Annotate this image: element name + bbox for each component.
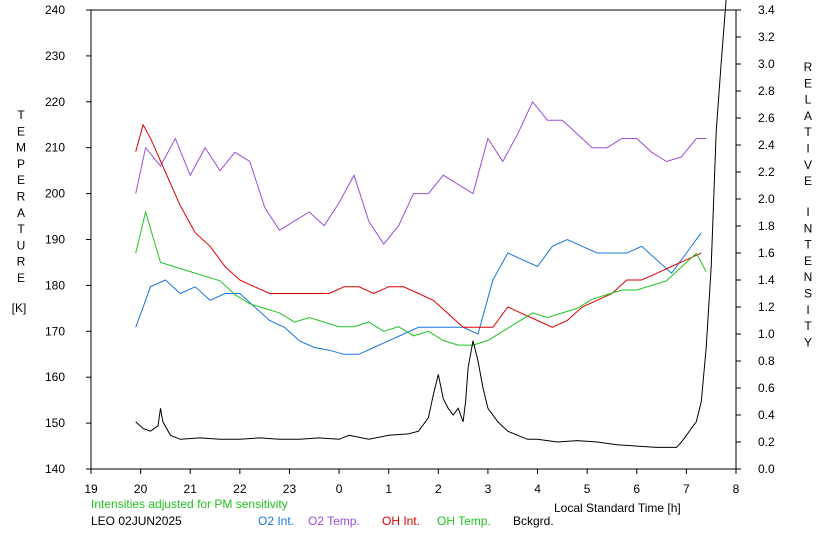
right-axis-label-letter: A — [804, 109, 812, 123]
legend-entry: O2 Temp. — [308, 514, 360, 528]
x-axis-label: Local Standard Time [h] — [554, 501, 681, 515]
x-axis-ticks: 19 20 21 22 23 0 1 2 3 4 5 6 7 8 — [84, 469, 740, 496]
right-axis-tick-label: 1.2 — [758, 300, 775, 314]
right-axis-tick-label: 2.4 — [758, 138, 775, 152]
right-axis-tick-label: 1.6 — [758, 246, 775, 260]
left-axis-tick-label: 210 — [45, 141, 65, 155]
right-axis-tick-label: 3.2 — [758, 30, 775, 44]
right-axis-tick-label: 2.6 — [758, 111, 775, 125]
legend: O2 Int. O2 Temp. OH Int. OH Temp. Bckgrd. — [258, 514, 554, 528]
legend-entry: Bckgrd. — [513, 514, 554, 528]
left-axis-tick-label: 230 — [45, 49, 65, 63]
x-axis-tick-label: 7 — [683, 482, 690, 496]
left-axis-tick-label: 240 — [45, 3, 65, 17]
left-axis-tick-label: 190 — [45, 233, 65, 247]
left-axis-label-letter: T — [17, 108, 25, 122]
left-axis-tick-label: 180 — [45, 278, 65, 292]
right-axis-tick-label: 1.4 — [758, 273, 775, 287]
series-line-oh-int — [135, 123, 702, 328]
left-axis-tick-label: 220 — [45, 95, 65, 109]
right-axis-label-letter: E — [804, 174, 812, 188]
x-axis-tick-label: 6 — [633, 482, 640, 496]
right-axis-label-letter: V — [804, 158, 812, 172]
x-axis-tick-label: 3 — [485, 482, 492, 496]
right-axis-tick-label: 0.6 — [758, 381, 775, 395]
right-axis-tick-label: 3.0 — [758, 57, 775, 71]
left-axis-label-letter: M — [16, 141, 26, 155]
left-axis-label-letter: T — [17, 222, 25, 236]
x-axis-tick-label: 1 — [385, 482, 392, 496]
right-axis-label-letter: S — [804, 287, 812, 301]
left-axis-tick-label: 170 — [45, 324, 65, 338]
right-axis-tick-label: 0.4 — [758, 408, 775, 422]
x-axis-tick-label: 22 — [233, 482, 247, 496]
left-axis-tick-label: 200 — [45, 187, 65, 201]
series-line-bckgrd — [135, 0, 727, 448]
right-axis-label-letter: T — [804, 319, 812, 333]
right-axis-tick-label: 2.2 — [758, 165, 775, 179]
legend-entry: OH Temp. — [437, 514, 491, 528]
legend-entry: O2 Int. — [258, 514, 294, 528]
right-axis-tick-label: 1.0 — [758, 327, 775, 341]
right-axis-tick-label: 0.0 — [758, 462, 775, 476]
right-axis-tick-label: 0.8 — [758, 354, 775, 368]
right-axis-tick-label: 3.4 — [758, 3, 775, 17]
series-line-oh-temp — [135, 210, 707, 346]
right-axis-label-letter: N — [804, 221, 813, 235]
x-axis-tick-label: 23 — [283, 482, 297, 496]
right-axis-label-letter: E — [804, 76, 812, 90]
x-axis-tick-label: 20 — [134, 482, 148, 496]
right-axis-label-letter: I — [806, 205, 809, 219]
right-axis-label-letter: L — [805, 93, 812, 107]
right-axis-label-letter: E — [804, 254, 812, 268]
right-axis-label-letter: I — [806, 303, 809, 317]
series-lines — [135, 0, 727, 448]
left-axis-label-letter: E — [17, 271, 25, 285]
x-axis-tick-label: 4 — [534, 482, 541, 496]
left-axis-label-letter: U — [17, 238, 26, 252]
left-axis-tick-label: 140 — [45, 462, 65, 476]
left-axis-unit: [K] — [12, 301, 27, 315]
x-axis-tick-label: 8 — [733, 482, 740, 496]
left-axis-label-letter: A — [17, 206, 25, 220]
legend-entry: OH Int. — [382, 514, 420, 528]
right-axis-tick-label: 0.2 — [758, 435, 775, 449]
series-line-o2-temp — [135, 100, 707, 245]
left-axis-label-letter: E — [17, 124, 25, 138]
x-axis-tick-label: 5 — [584, 482, 591, 496]
right-axis-ticks: 0.0 0.2 0.4 0.6 0.8 1.0 1.2 1.4 1.6 1.8 2.0 2.2 2.4 2… — [736, 3, 775, 476]
right-axis-label-letter: T — [804, 125, 812, 139]
right-axis-tick-label: 2.0 — [758, 192, 775, 206]
left-axis-label-letter: E — [17, 173, 25, 187]
right-axis-label-letter: N — [804, 270, 813, 284]
x-axis-tick-label: 0 — [336, 482, 343, 496]
station-date-label: LEO 02JUN2025 — [91, 514, 182, 528]
right-axis-tick-label: 1.8 — [758, 219, 775, 233]
right-axis-label-letter: I — [806, 142, 809, 156]
left-axis-tick-label: 160 — [45, 370, 65, 384]
series-line-o2-int — [135, 232, 702, 355]
right-axis-label-letter: T — [804, 238, 812, 252]
x-axis-tick-label: 21 — [184, 482, 198, 496]
x-axis-tick-label: 19 — [84, 482, 98, 496]
plot-frame — [90, 9, 737, 470]
pm-sensitivity-note: Intensities adjusted for PM sensitivity — [91, 497, 288, 511]
right-axis-label-letter: R — [804, 60, 813, 74]
x-axis-tick-label: 2 — [435, 482, 442, 496]
right-axis-label-letter: Y — [804, 335, 812, 349]
left-axis-tick-label: 150 — [45, 416, 65, 430]
right-axis-tick-label: 2.8 — [758, 84, 775, 98]
left-axis-label-letter: R — [17, 190, 26, 204]
left-axis-label-letter: R — [17, 255, 26, 269]
left-axis-label-letter: P — [17, 157, 25, 171]
left-axis-ticks: 140 150 160 170 180 190 200 210 220 230 240 — [45, 3, 91, 476]
